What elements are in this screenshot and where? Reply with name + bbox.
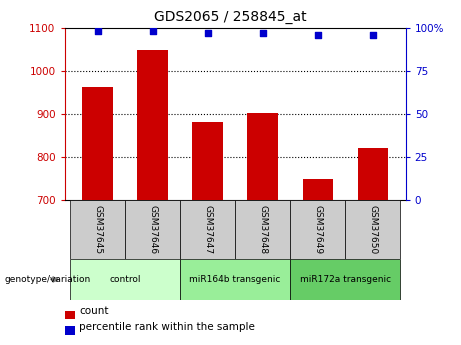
Bar [235,200,290,259]
Bar [248,112,278,200]
Point [259,30,266,36]
Text: genotype/variation: genotype/variation [5,275,91,284]
Bar [345,200,400,259]
Text: GDS2065 / 258845_at: GDS2065 / 258845_at [154,10,307,24]
Bar [290,259,400,300]
Bar [137,50,168,200]
Bar [358,148,388,200]
Text: GSM37646: GSM37646 [148,205,157,254]
Bar [70,200,125,259]
Text: percentile rank within the sample: percentile rank within the sample [79,322,255,332]
Text: GSM37649: GSM37649 [313,205,322,254]
Bar [302,179,333,200]
Bar [180,259,290,300]
Text: GSM37650: GSM37650 [368,205,377,254]
Point [94,28,101,34]
Text: GSM37645: GSM37645 [93,205,102,254]
Bar [193,122,223,200]
Bar [83,87,112,200]
Text: GSM37648: GSM37648 [258,205,267,254]
Bar [125,200,180,259]
Text: control: control [109,275,141,284]
Text: miR172a transgenic: miR172a transgenic [300,275,391,284]
Text: GSM37647: GSM37647 [203,205,212,254]
Text: miR164b transgenic: miR164b transgenic [189,275,281,284]
Text: count: count [79,306,109,316]
Bar [290,200,345,259]
Point [204,30,211,36]
Bar [70,259,180,300]
Point [369,32,376,37]
Point [149,28,156,34]
Point [314,32,321,37]
Bar [180,200,235,259]
